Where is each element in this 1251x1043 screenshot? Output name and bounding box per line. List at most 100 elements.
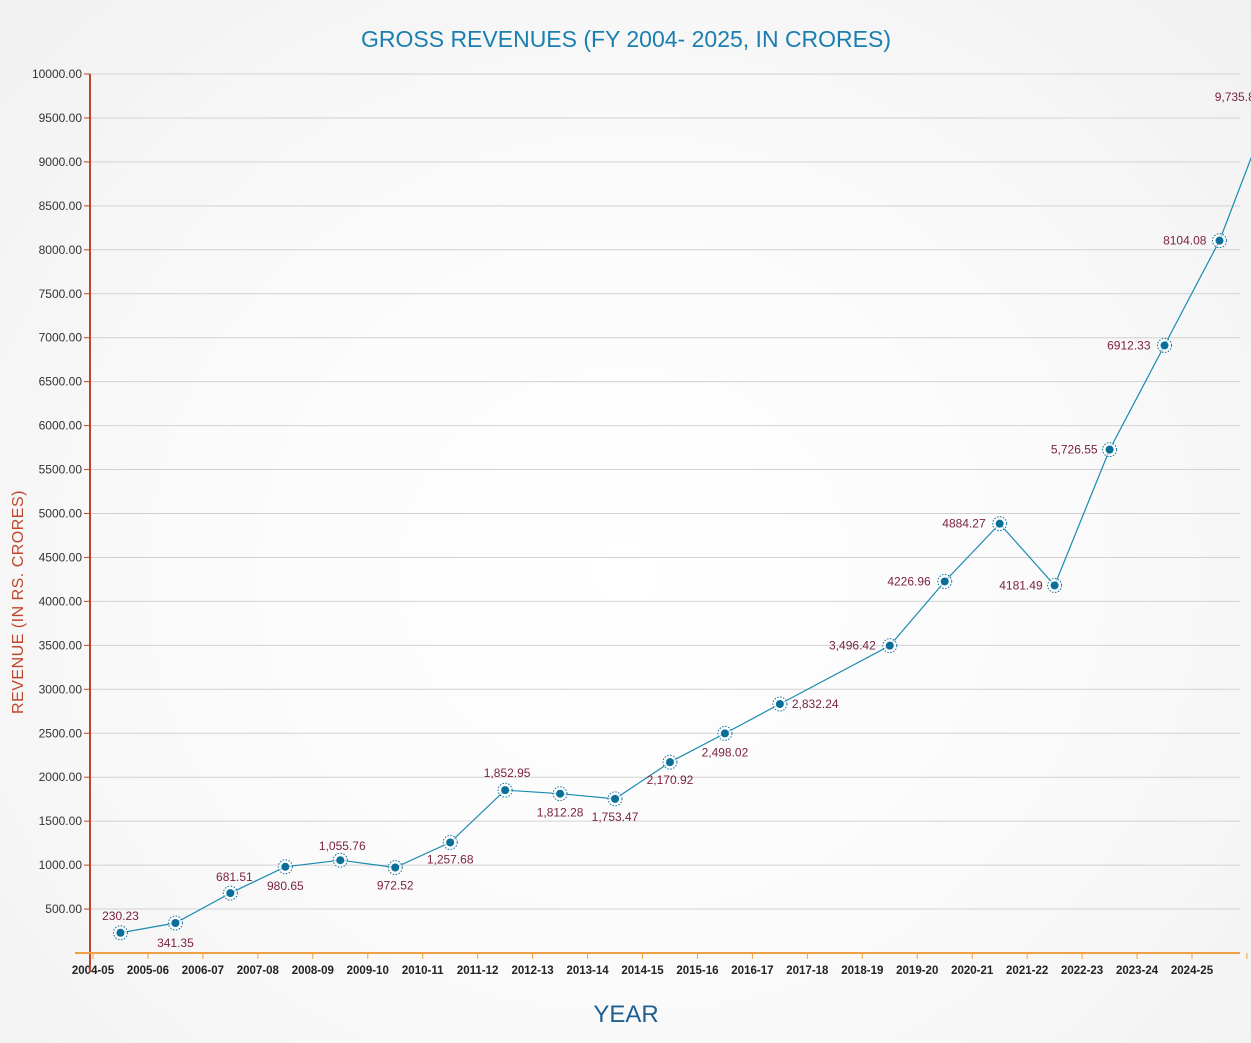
data-point-marker [1215, 236, 1224, 245]
data-point [222, 885, 238, 901]
chart-title: GROSS REVENUES (FY 2004- 2025, IN CRORES… [361, 26, 891, 52]
data-label: 4181.49 [999, 578, 1043, 592]
x-tick-label: 2022-23 [1061, 965, 1103, 977]
data-point [332, 852, 348, 868]
data-markers [112, 233, 1227, 941]
data-label: 1,753.47 [592, 810, 639, 824]
data-label: 341.35 [157, 936, 194, 950]
y-tick-label: 9000.00 [39, 155, 83, 169]
data-point-marker [720, 729, 729, 738]
data-label: 1,257.68 [427, 852, 474, 866]
data-point [552, 786, 568, 802]
x-tick-label: 2020-21 [951, 965, 994, 977]
y-tick-label: 6500.00 [39, 375, 83, 389]
data-point [992, 516, 1008, 532]
x-tick-label: 2017-18 [786, 965, 829, 977]
x-tick-label: 2014-15 [621, 965, 664, 977]
data-labels: 230.23 341.35 681.51 980.65 1,055.76 972.52 1,… [102, 90, 1251, 950]
data-point [277, 859, 293, 875]
data-point-marker [1160, 341, 1169, 350]
y-tick-label: 4500.00 [39, 550, 83, 564]
x-tick-label: 2006-07 [182, 965, 224, 977]
data-point [442, 834, 458, 850]
y-tick-label: 500.00 [45, 902, 82, 916]
data-point-marker [116, 928, 125, 937]
x-tick-label: 2012-13 [511, 965, 553, 977]
data-point-marker [940, 577, 949, 586]
data-point-marker [1050, 581, 1059, 590]
x-tick-label: 2024-25 [1171, 965, 1214, 977]
data-point [772, 696, 788, 712]
y-tick-label: 8000.00 [39, 243, 83, 257]
data-point [1102, 442, 1118, 458]
data-label: 2,832.24 [792, 697, 839, 711]
data-label: 4226.96 [887, 574, 931, 588]
x-tick-label: 2008-09 [292, 965, 334, 977]
x-tick-label: 2010-11 [402, 965, 444, 977]
x-tick-label: 2016-17 [731, 965, 773, 977]
y-tick-label: 5000.00 [39, 507, 83, 521]
data-label: 8104.08 [1163, 234, 1207, 248]
data-label: 1,055.76 [319, 839, 366, 853]
data-label: 5,726.55 [1051, 443, 1098, 457]
data-point-marker [611, 794, 620, 803]
y-tick-label: 1000.00 [39, 858, 83, 872]
x-axis-ticks: 2004-05 2005-06 2006-07 2007-08 2008-09 2009-… [72, 953, 1248, 977]
data-point-marker [885, 641, 894, 650]
x-tick-label: 2018-19 [841, 965, 883, 977]
data-label: 3,496.42 [829, 639, 876, 653]
data-point-marker [775, 700, 784, 709]
data-point-marker [391, 863, 400, 872]
y-tick-label: 3000.00 [39, 682, 83, 696]
data-point-marker [665, 758, 674, 767]
y-tick-label: 8500.00 [39, 199, 83, 213]
x-tick-label: 2019-20 [896, 965, 938, 977]
data-label: 681.51 [216, 870, 253, 884]
data-point [387, 860, 403, 876]
x-tick-label: 2005-06 [127, 965, 169, 977]
data-point [497, 782, 513, 798]
y-tick-label: 7000.00 [39, 331, 83, 345]
data-point-marker [336, 856, 345, 865]
x-tick-label: 2021-22 [1006, 965, 1048, 977]
data-point-marker [446, 838, 455, 847]
series-line [120, 156, 1251, 934]
data-point-marker [281, 862, 290, 871]
gridlines [90, 73, 1240, 910]
data-point-marker [556, 789, 565, 798]
x-tick-label: 2009-10 [347, 965, 389, 977]
data-label: 2,170.92 [647, 773, 694, 787]
y-tick-label: 3500.00 [39, 638, 83, 652]
data-point-marker [1105, 445, 1114, 454]
data-label: 6912.33 [1107, 338, 1151, 352]
y-tick-label: 4000.00 [39, 594, 83, 608]
data-point [717, 725, 733, 741]
x-tick-label: 2007-08 [237, 965, 280, 977]
data-point [1047, 577, 1063, 593]
data-label: 1,812.28 [537, 806, 584, 820]
x-axis-title: YEAR [593, 1001, 658, 1028]
y-tick-label: 10000.00 [32, 67, 82, 81]
data-point-marker [995, 519, 1004, 528]
data-label: 2,498.02 [702, 745, 749, 759]
data-point-marker [171, 918, 180, 927]
data-point [882, 638, 898, 654]
x-tick-label: 2013-14 [566, 965, 609, 977]
x-tick-label: 2011-12 [457, 965, 499, 977]
y-axis-title: REVENUE (IN RS. CRORES) [10, 490, 27, 714]
data-point [112, 925, 128, 941]
data-point [662, 754, 678, 770]
data-point-marker [226, 889, 235, 898]
y-tick-label: 2000.00 [39, 770, 83, 784]
data-label: 980.65 [267, 879, 304, 893]
data-label: 9,735.88 [1215, 90, 1251, 104]
data-point [1211, 233, 1227, 249]
data-label: 230.23 [102, 909, 139, 923]
y-tick-label: 9500.00 [39, 111, 83, 125]
y-tick-label: 5500.00 [39, 463, 83, 477]
y-tick-label: 7500.00 [39, 287, 83, 301]
y-tick-label: 6000.00 [39, 419, 83, 433]
x-tick-label: 2015-16 [676, 965, 718, 977]
data-label: 972.52 [377, 879, 414, 893]
